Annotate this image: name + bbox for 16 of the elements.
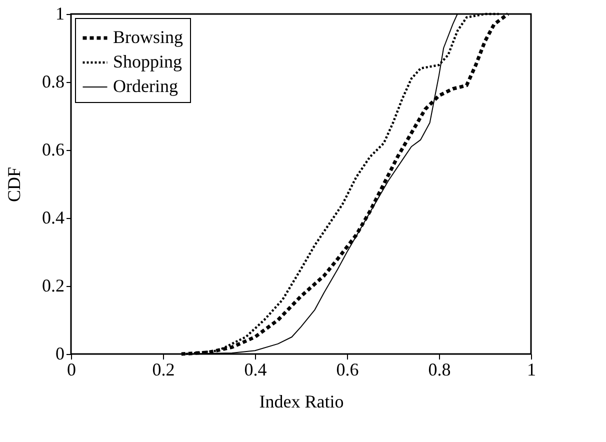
- x-tick-label: 0.6: [336, 360, 359, 380]
- legend-label: Browsing: [113, 27, 184, 47]
- y-axis-title: CDF: [4, 166, 24, 202]
- x-tick-label: 1: [527, 360, 536, 380]
- x-axis-title: Index Ratio: [259, 392, 344, 412]
- x-tick-label: 0.2: [152, 360, 175, 380]
- legend-label: Shopping: [113, 52, 182, 72]
- y-tick-label: 0.8: [42, 72, 64, 92]
- y-tick-label: 1: [56, 4, 64, 24]
- y-tick-label: 0: [56, 344, 64, 364]
- x-tick-label: 0.8: [428, 360, 451, 380]
- y-tick-label: 0.6: [42, 140, 64, 160]
- y-tick-label: 0.4: [42, 208, 64, 228]
- y-tick-label: 0.2: [42, 276, 64, 296]
- legend-label: Ordering: [113, 76, 178, 96]
- x-tick-label: 0.4: [244, 360, 267, 380]
